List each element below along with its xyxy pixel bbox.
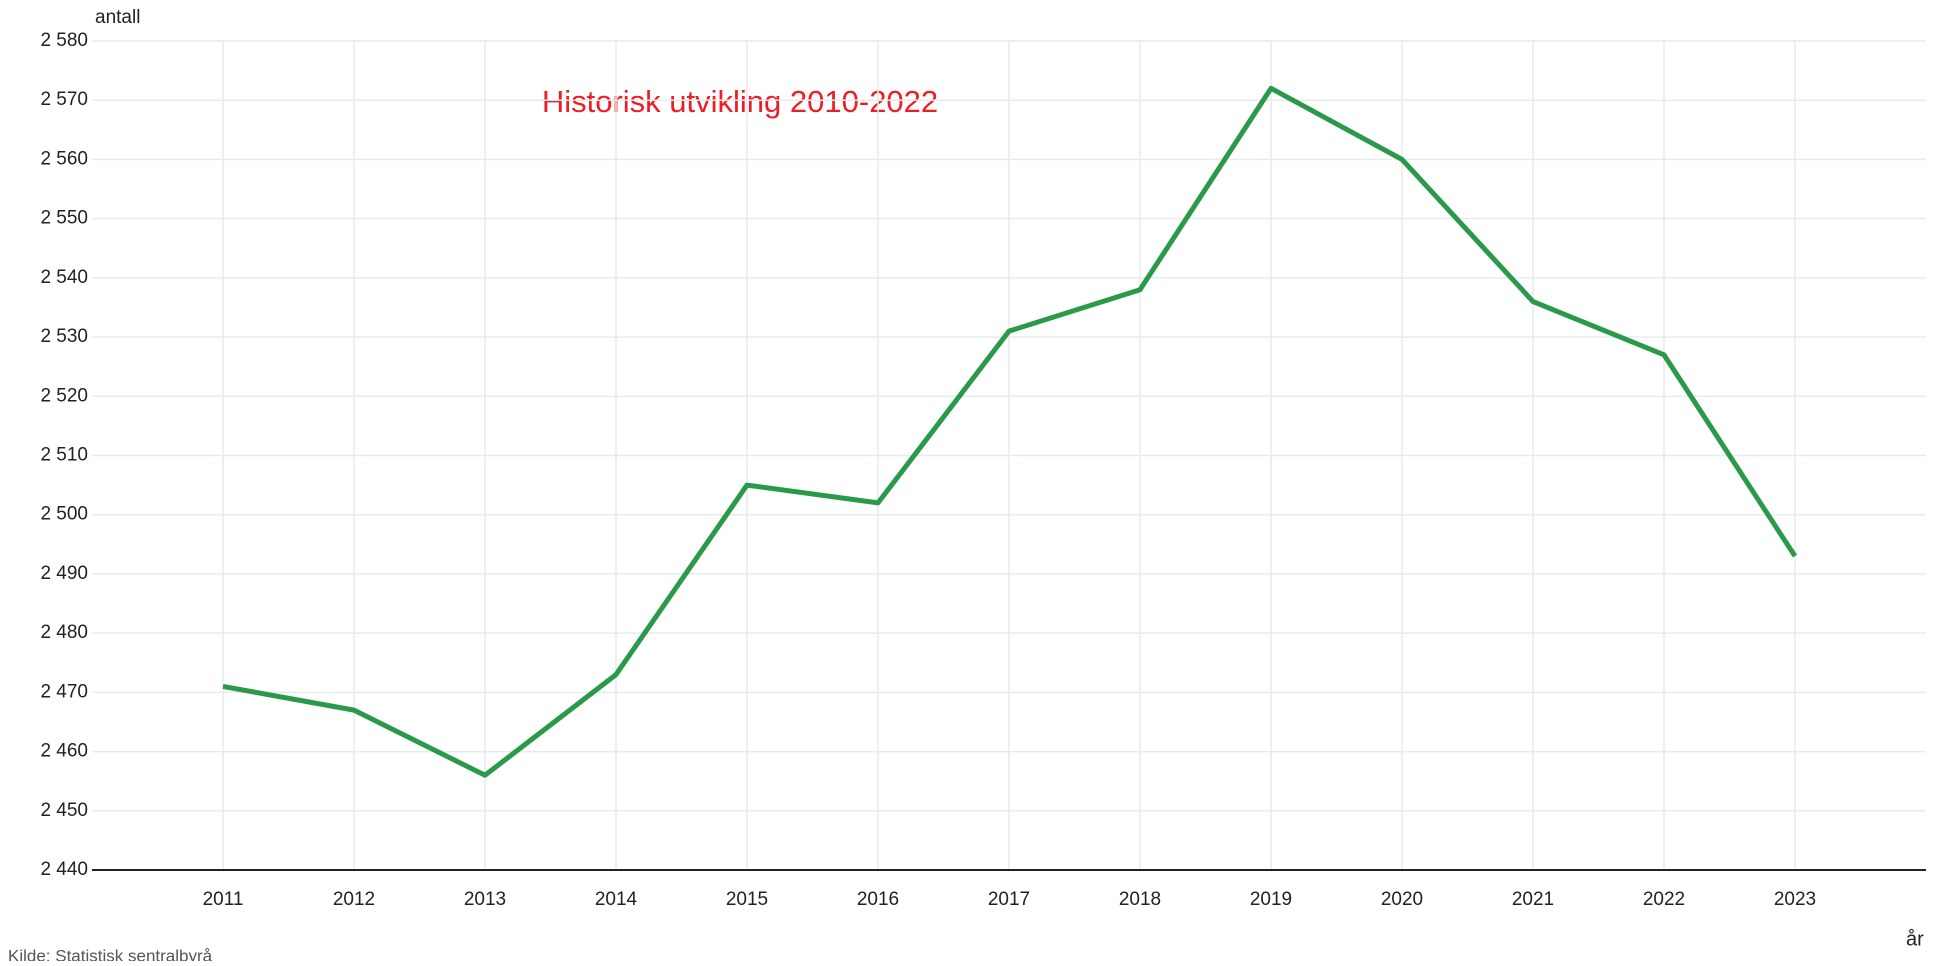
annotation: Historisk utvikling 2010-2022 [542, 84, 938, 119]
y-axis-label: antall [95, 7, 140, 28]
y-tick-label: 2 440 [40, 859, 88, 880]
y-tick-label: 2 500 [40, 504, 88, 525]
x-tick-label: 2015 [726, 889, 768, 910]
line [222, 85, 1798, 778]
y-tick-label: 2 510 [40, 445, 88, 466]
y-tick-label: 2 570 [40, 89, 88, 110]
y-tick-label: 2 460 [40, 741, 88, 762]
y-tick-label: 2 520 [40, 385, 88, 406]
y-tick-label: 2 540 [40, 267, 88, 288]
y-tick-label: 2 480 [40, 622, 88, 643]
x-tick-label: 2019 [1250, 889, 1292, 910]
y-tick-label: 2 530 [40, 326, 88, 347]
y-tick-label: 2 490 [40, 563, 88, 584]
x-tick-label: 2016 [857, 889, 899, 910]
x-tick-label: 2014 [595, 889, 638, 910]
y-tick-label: 2 550 [40, 208, 88, 229]
x-tick-label: 2013 [464, 889, 506, 910]
x-tick-label: 2022 [1643, 889, 1685, 910]
x-tick-label: 2020 [1381, 889, 1423, 910]
source: Kilde: Statistisk sentralbyrå [8, 946, 213, 961]
y-tick-label: 2 450 [40, 800, 88, 821]
x-tick-label: 2021 [1512, 889, 1554, 910]
x-tick-label: 2012 [333, 889, 375, 910]
x-tick-label: 2011 [203, 889, 244, 910]
y-tick-label: 2 560 [40, 148, 88, 169]
x-axis-label: år [1906, 928, 1924, 950]
x-tick-label: 2017 [988, 889, 1030, 910]
x-tick-label: 2018 [1119, 889, 1161, 910]
y-tick-label: 2 580 [40, 30, 88, 51]
x-tick-label: 2023 [1774, 889, 1816, 910]
y-tick-label: 2 470 [40, 681, 88, 702]
